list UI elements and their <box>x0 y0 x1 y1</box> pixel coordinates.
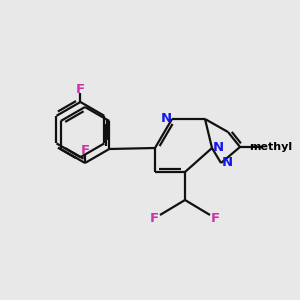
Text: methyl: methyl <box>249 142 292 152</box>
Text: F: F <box>76 83 85 96</box>
Text: F: F <box>80 144 90 157</box>
Text: F: F <box>150 212 159 224</box>
Text: N: N <box>212 141 224 154</box>
Text: F: F <box>211 212 220 224</box>
Text: N: N <box>161 112 172 124</box>
Text: N: N <box>221 157 233 169</box>
